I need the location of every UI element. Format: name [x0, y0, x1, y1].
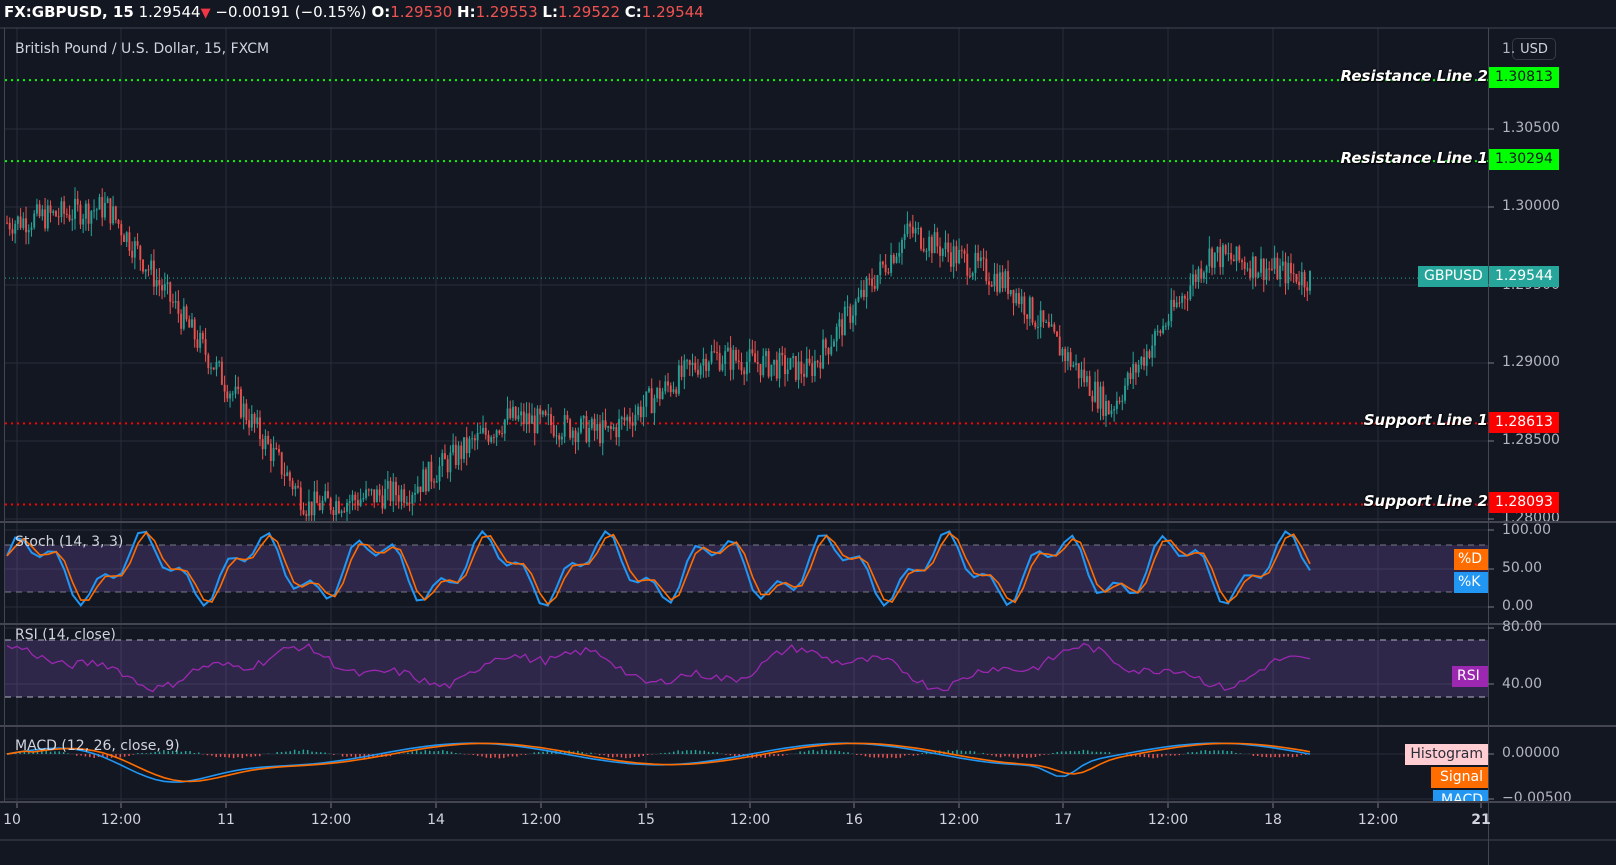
open-value: 1.29530	[390, 3, 453, 21]
stoch-d-tag: %D	[1454, 549, 1488, 570]
time-axis-label: 11	[217, 812, 235, 828]
macd-pane-title[interactable]: MACD (12, 26, close, 9)	[15, 738, 180, 754]
rsi-series	[6, 642, 1311, 693]
stoch-series	[6, 529, 1311, 608]
last-price: 1.29544	[138, 3, 201, 21]
stoch-k-tag: %K	[1454, 572, 1488, 593]
resistance-line-1-price-tag: 1.30294	[1489, 149, 1559, 170]
close-label: C:	[624, 3, 642, 21]
resistance-line-2-price-tag: 1.30813	[1489, 67, 1559, 88]
macd-axis-label: −0.00500	[1502, 790, 1572, 801]
resistance-line-1-label[interactable]: Resistance Line 1	[1340, 149, 1488, 167]
time-axis-label: 18	[1264, 812, 1282, 828]
symbol-label[interactable]: FX:GBPUSD, 15	[4, 3, 134, 21]
macd-histogram-tag: Histogram	[1405, 744, 1488, 765]
low-label: L:	[542, 3, 558, 21]
grid-lines	[5, 28, 1488, 801]
price-axis-label: 1.29000	[1502, 354, 1560, 370]
main-pane-title: British Pound / U.S. Dollar, 15, FXCM	[15, 41, 270, 57]
time-axis-label: 10	[3, 812, 21, 828]
symbol-legend-bar: FX:GBPUSD, 15 1.29544▼ −0.00191 (−0.15%)…	[0, 0, 1616, 26]
price-axis-partial-label: 1.	[1502, 41, 1516, 57]
time-axis-label: 15	[637, 812, 655, 828]
rsi-axis-label: 40.00	[1502, 676, 1543, 692]
currency-button[interactable]: USD	[1512, 38, 1556, 60]
support-line-1-label[interactable]: Support Line 1	[1363, 411, 1488, 429]
stoch-axis-label: 100.00	[1502, 522, 1551, 538]
low-value: 1.29522	[557, 3, 620, 21]
time-axis-label: 17	[1054, 812, 1072, 828]
price-axis-label: 1.30000	[1502, 198, 1560, 214]
candlestick-series	[6, 187, 1311, 521]
time-axis-label: 12:00	[520, 812, 562, 828]
rsi-pane-title[interactable]: RSI (14, close)	[15, 627, 116, 643]
axis-ticks	[16, 128, 1494, 808]
price-axis-label: 1.30500	[1502, 120, 1560, 136]
support-line-2-price-tag: 1.28093	[1489, 492, 1559, 513]
high-label: H:	[457, 3, 476, 21]
high-value: 1.29553	[475, 3, 538, 21]
rsi-axis-label: 80.00	[1502, 619, 1543, 635]
stoch-axis-label: 0.00	[1502, 598, 1534, 614]
time-axis-label: 12:00	[1147, 812, 1189, 828]
stoch-pane-title[interactable]: Stoch (14, 3, 3)	[15, 534, 124, 550]
time-axis-label: 12:00	[100, 812, 142, 828]
time-axis-label: 14	[427, 812, 445, 828]
time-axis-label: 12:00	[310, 812, 352, 828]
resistance-line-2-label[interactable]: Resistance Line 2	[1340, 67, 1488, 85]
macd-axis-label: 0.00000	[1502, 745, 1560, 761]
time-axis-label: 12:00	[729, 812, 771, 828]
time-axis-label: 21	[1471, 812, 1491, 828]
macd-signal-tag: Signal	[1431, 767, 1488, 788]
close-value: 1.29544	[641, 3, 704, 21]
rsi-tag: RSI	[1452, 666, 1488, 687]
time-axis-label: 12:00	[1357, 812, 1399, 828]
price-change: −0.00191 (−0.15%)	[215, 3, 367, 21]
open-label: O:	[371, 3, 391, 21]
time-axis-label: 16	[845, 812, 863, 828]
price-axis-label: 1.28000	[1502, 510, 1560, 521]
time-axis-label: 12:00	[938, 812, 980, 828]
macd-series	[6, 742, 1311, 783]
symbol-price-tag: GBPUSD	[1418, 266, 1488, 287]
stoch-axis-label: 50.00	[1502, 560, 1543, 576]
current-price-tag: 1.29544	[1489, 266, 1559, 287]
price-axis-label: 1.28500	[1502, 432, 1560, 448]
support-line-1-price-tag: 1.28613	[1489, 412, 1559, 433]
support-line-2-label[interactable]: Support Line 2	[1363, 492, 1488, 510]
down-arrow-icon: ▼	[200, 6, 211, 21]
pane-separators	[0, 27, 1616, 865]
macd-line-tag: MACD	[1433, 790, 1488, 801]
